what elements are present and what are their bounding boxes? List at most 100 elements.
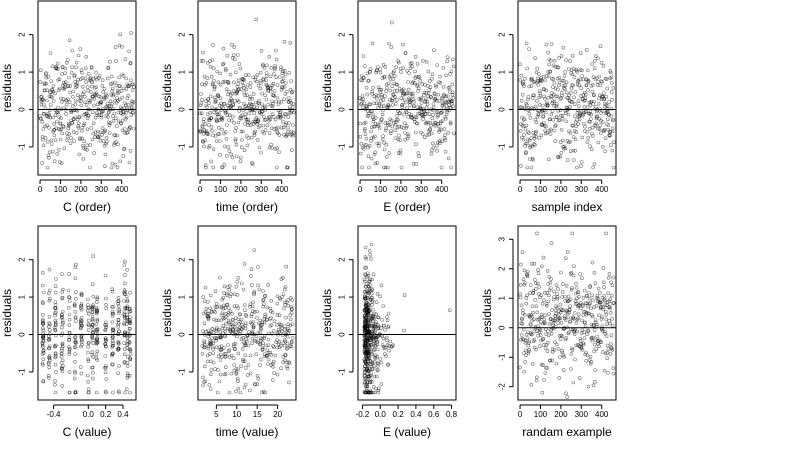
data-point: [364, 317, 369, 322]
data-point: [261, 304, 266, 309]
data-point: [562, 87, 567, 91]
data-point: [538, 333, 543, 337]
data-point: [80, 128, 84, 133]
data-point: [124, 387, 129, 391]
data-point: [45, 123, 49, 128]
data-point: [258, 86, 263, 91]
data-point: [282, 39, 287, 44]
data-point: [254, 352, 259, 357]
data-point: [603, 351, 608, 356]
data-point: [275, 83, 280, 87]
data-point: [271, 345, 276, 349]
data-point: [214, 345, 219, 350]
data-point: [258, 318, 263, 323]
data-point: [204, 329, 208, 334]
data-point: [525, 66, 530, 71]
data-point: [373, 161, 378, 166]
data-point: [40, 361, 45, 366]
data-point: [573, 114, 577, 119]
data-point: [128, 347, 133, 352]
data-point: [367, 356, 372, 361]
data-point: [235, 304, 239, 308]
data-point: [363, 350, 368, 355]
data-point: [122, 147, 126, 151]
data-point: [241, 287, 246, 292]
data-point: [101, 107, 105, 111]
data-point: [67, 352, 72, 356]
data-point: [269, 66, 274, 70]
data-point: [272, 319, 277, 324]
data-point: [240, 346, 245, 351]
x-tick-label: 100: [214, 185, 228, 194]
data-point: [118, 32, 122, 37]
data-point: [603, 309, 608, 314]
data-point: [441, 85, 446, 89]
data-point: [383, 65, 388, 69]
data-point: [565, 250, 570, 254]
data-point: [100, 132, 104, 137]
data-point: [236, 386, 241, 391]
data-point: [384, 82, 389, 87]
data-point: [280, 79, 285, 84]
y-tick-label: 1: [338, 294, 347, 299]
data-point: [239, 87, 243, 91]
data-point: [245, 333, 249, 337]
data-point: [568, 297, 573, 302]
x-tick-label: 0.0: [83, 410, 95, 419]
data-point: [210, 345, 215, 349]
data-point: [212, 309, 216, 313]
data-point: [285, 328, 290, 333]
data-point: [59, 333, 64, 338]
data-point: [413, 130, 418, 135]
data-point: [68, 100, 72, 104]
data-point: [211, 133, 215, 138]
x-axis-title: E (order): [383, 200, 430, 214]
data-point: [85, 373, 90, 378]
data-point: [91, 330, 95, 335]
data-point: [583, 323, 588, 328]
data-point: [267, 331, 271, 336]
data-point: [607, 318, 611, 323]
data-point: [95, 295, 100, 300]
data-point: [222, 162, 227, 167]
data-point: [598, 290, 602, 295]
data-point: [376, 361, 380, 366]
data-point: [255, 72, 260, 77]
data-point: [552, 289, 556, 294]
data-point: [283, 352, 288, 357]
data-point: [79, 315, 84, 320]
data-point: [103, 365, 108, 370]
data-point: [532, 107, 536, 111]
data-point: [206, 300, 210, 304]
data-point: [74, 65, 78, 70]
data-point: [440, 139, 444, 144]
data-point: [436, 113, 441, 117]
data-point: [234, 372, 239, 376]
data-point: [372, 101, 376, 106]
data-point: [368, 342, 373, 347]
data-point: [564, 283, 569, 288]
data-point: [46, 115, 51, 119]
data-point: [366, 154, 371, 159]
data-point: [570, 53, 575, 58]
y-tick-label: -1: [498, 143, 507, 151]
data-point: [576, 99, 581, 103]
data-point: [549, 112, 554, 117]
data-point: [548, 280, 553, 285]
data-point: [87, 100, 92, 105]
data-point: [291, 131, 296, 135]
data-point: [598, 83, 603, 88]
data-point: [225, 291, 229, 296]
data-point: [80, 342, 84, 347]
data-point: [540, 301, 545, 306]
data-point: [42, 111, 47, 116]
data-point: [122, 299, 126, 303]
data-point: [249, 314, 254, 319]
data-point: [524, 301, 529, 306]
data-point: [95, 336, 99, 340]
data-point: [598, 123, 602, 127]
data-point: [110, 161, 115, 166]
data-point: [362, 128, 367, 133]
data-point: [70, 121, 75, 125]
data-point: [208, 94, 213, 99]
